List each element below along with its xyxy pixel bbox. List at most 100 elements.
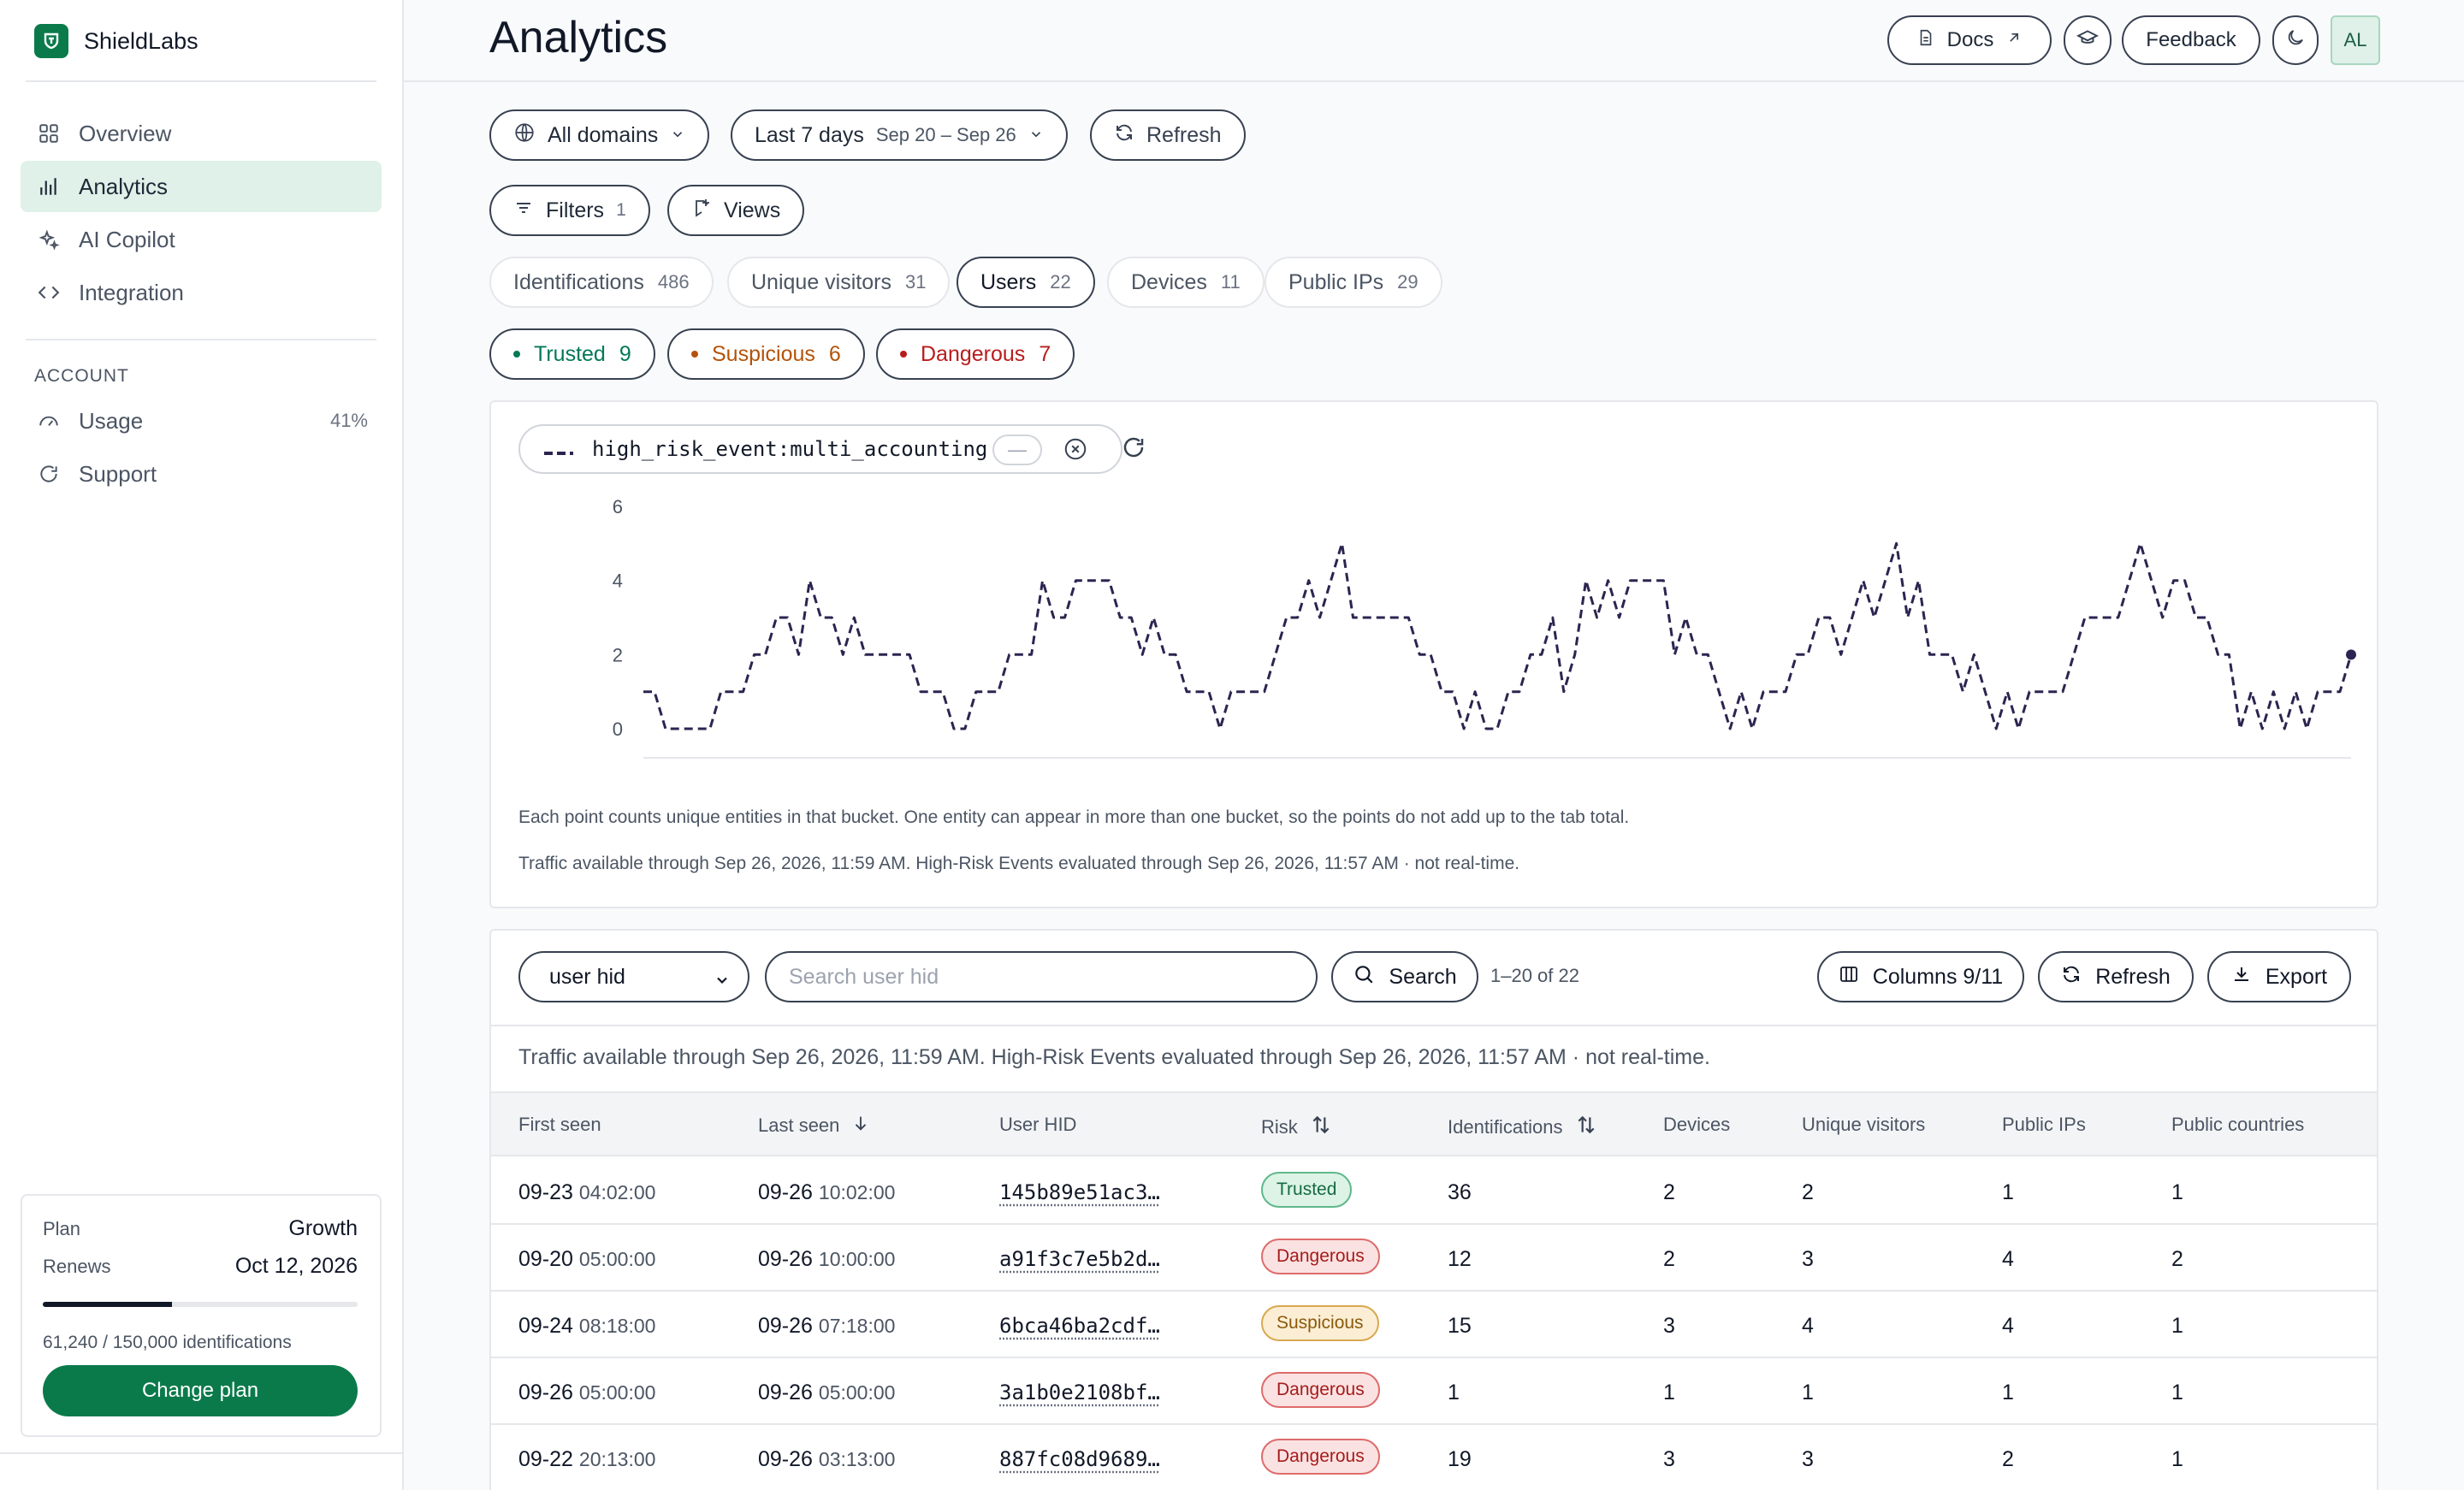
sidebar-item-support[interactable]: Support <box>21 448 382 500</box>
sidebar-item-ai-copilot[interactable]: AI Copilot <box>21 214 382 265</box>
column-unique-visitors[interactable]: Unique visitors <box>1802 1114 1925 1136</box>
table-row[interactable]: 09-24 08:18:00 09-26 07:18:00 6bca46ba2cdf… <box>491 1292 2377 1358</box>
risk-badge: Suspicious <box>1261 1305 1379 1341</box>
user-hid-link[interactable]: 887fc08d9689… <box>999 1447 1160 1471</box>
table-freshness-note: Traffic available through Sep 26, 2026, … <box>518 1045 1710 1069</box>
last-seen-time: 07:18:00 <box>818 1315 896 1337</box>
table-row[interactable]: 09-26 05:00:00 09-26 05:00:00 3a1b0e2108bf… <box>491 1358 2377 1425</box>
sparkle-icon <box>36 227 62 252</box>
y-tick-label: 4 <box>613 571 623 592</box>
field-select-value: user hid <box>549 964 625 989</box>
search-icon <box>1353 963 1375 991</box>
unique-visitors-cell: 1 <box>1802 1381 1814 1404</box>
docs-button[interactable]: Docs <box>1887 15 2052 65</box>
first-seen-date: 09-20 <box>518 1247 573 1271</box>
column-label: Devices <box>1663 1114 1731 1135</box>
risk-filter-trusted[interactable]: Trusted 9 <box>489 328 655 380</box>
tab-unique-visitors[interactable]: Unique visitors 31 <box>727 257 951 308</box>
table-cell: 09-26 05:00:00 <box>758 1381 895 1405</box>
user-hid-link[interactable]: 6bca46ba2cdf… <box>999 1314 1160 1338</box>
column-risk[interactable]: Risk <box>1261 1114 1332 1141</box>
search-button[interactable]: Search <box>1331 951 1478 1002</box>
table-row[interactable]: 09-23 04:02:00 09-26 10:02:00 145b89e51ac3… <box>491 1158 2377 1225</box>
column-label: Public countries <box>2171 1114 2305 1135</box>
devices-cell: 3 <box>1663 1447 1675 1471</box>
avatar[interactable]: AL <box>2331 15 2380 65</box>
risk-filter-suspicious[interactable]: Suspicious 6 <box>667 328 865 380</box>
sidebar-item-usage[interactable]: Usage 41% <box>21 395 382 446</box>
column-public-ips[interactable]: Public IPs <box>2002 1114 2086 1136</box>
column-user-hid[interactable]: User HID <box>999 1114 1076 1136</box>
bookmark-icon <box>691 198 712 224</box>
filters-button[interactable]: Filters 1 <box>489 185 650 236</box>
chevron-down-icon <box>714 970 731 995</box>
tab-count: 11 <box>1220 271 1241 293</box>
change-plan-button[interactable]: Change plan <box>43 1365 358 1416</box>
metric-chip[interactable]: high_risk_event:multi_accounting — <box>518 424 1122 474</box>
sidebar-item-label: Analytics <box>79 173 169 199</box>
column-label: User HID <box>999 1114 1077 1135</box>
views-button[interactable]: Views <box>667 185 805 236</box>
table-cell: 6bca46ba2cdf… <box>999 1314 1160 1339</box>
column-last-seen[interactable]: Last seen <box>758 1114 870 1138</box>
line-chart: 0246Sep 20Sep 22Sep 24Sep 26 <box>613 496 2356 759</box>
sidebar-item-label: AI Copilot <box>79 226 175 252</box>
tab-users[interactable]: Users 22 <box>957 257 1095 308</box>
chat-icon <box>36 461 62 487</box>
domains-select[interactable]: All domains <box>489 109 710 161</box>
refresh-button[interactable]: Refresh <box>1090 109 1246 161</box>
page-header: Analytics Docs Feedback AL <box>404 0 2464 82</box>
user-hid-link[interactable]: a91f3c7e5b2d… <box>999 1247 1160 1271</box>
export-button[interactable]: Export <box>2207 951 2351 1002</box>
graduation-cap-icon <box>2076 27 2100 55</box>
table-row[interactable]: 09-22 20:13:00 09-26 03:13:00 887fc08d9689… <box>491 1425 2377 1490</box>
tab-count: 31 <box>904 271 927 293</box>
search-input[interactable]: Search user hid <box>765 951 1318 1002</box>
last-seen-date: 09-26 <box>758 1314 813 1338</box>
sidebar-item-analytics[interactable]: Analytics <box>21 161 382 212</box>
risk-badge: Dangerous <box>1261 1239 1380 1274</box>
learn-button[interactable] <box>2064 15 2112 65</box>
table-cell: 145b89e51ac3… <box>999 1180 1160 1205</box>
reload-icon[interactable] <box>1121 435 1146 464</box>
tab-label: Users <box>980 269 1037 294</box>
plan-card: Plan Growth Renews Oct 12, 2026 61,240 /… <box>21 1194 382 1437</box>
table-row[interactable]: 09-20 05:00:00 09-26 10:00:00 a91f3c7e5b2d… <box>491 1225 2377 1292</box>
sidebar-item-label: Overview <box>79 120 172 146</box>
unique-visitors-cell: 3 <box>1802 1447 1814 1471</box>
table-cell: 09-26 10:02:00 <box>758 1180 895 1205</box>
columns-button[interactable]: Columns 9/11 <box>1817 951 2024 1002</box>
bar-chart-icon <box>36 174 62 199</box>
unique-visitors-cell: 3 <box>1802 1247 1814 1271</box>
column-first-seen[interactable]: First seen <box>518 1114 601 1136</box>
field-select[interactable]: user hid <box>518 951 749 1002</box>
column-identifications[interactable]: Identifications <box>1448 1114 1597 1141</box>
risk-filter-dangerous[interactable]: Dangerous 7 <box>876 328 1075 380</box>
theme-toggle-button[interactable] <box>2272 15 2319 65</box>
user-hid-link[interactable]: 145b89e51ac3… <box>999 1180 1160 1204</box>
close-circle-icon[interactable] <box>1063 436 1088 468</box>
risk-filter-label: Suspicious <box>712 341 815 366</box>
first-seen-time: 05:00:00 <box>578 1381 656 1404</box>
tab-identifications[interactable]: Identifications 486 <box>489 257 714 308</box>
date-range-select[interactable]: Last 7 days Sep 20 – Sep 26 <box>731 109 1068 161</box>
collapse-toggle[interactable]: — <box>992 435 1042 465</box>
tab-devices[interactable]: Devices 11 <box>1107 257 1265 308</box>
column-public-countries[interactable]: Public countries <box>2171 1114 2304 1136</box>
table-refresh-button[interactable]: Refresh <box>2038 951 2194 1002</box>
brand[interactable]: ShieldLabs <box>34 24 198 58</box>
table-header: First seen Last seen User HID Risk Ident… <box>491 1091 2377 1156</box>
download-icon <box>2231 964 2252 990</box>
feedback-button[interactable]: Feedback <box>2122 15 2260 65</box>
public-ips-cell: 1 <box>2002 1381 2014 1404</box>
sidebar-item-overview[interactable]: Overview <box>21 108 382 159</box>
column-label: Last seen <box>758 1115 840 1136</box>
first-seen-time: 20:13:00 <box>578 1448 656 1470</box>
chart-note: Each point counts unique entities in tha… <box>518 807 1630 827</box>
sidebar-item-integration[interactable]: Integration <box>21 267 382 318</box>
chart-card: high_risk_event:multi_accounting — 0246S… <box>489 400 2378 908</box>
sort-desc-icon <box>851 1114 870 1138</box>
tab-public-ips[interactable]: Public IPs 29 <box>1265 257 1442 308</box>
user-hid-link[interactable]: 3a1b0e2108bf… <box>999 1381 1160 1404</box>
column-devices[interactable]: Devices <box>1663 1114 1730 1136</box>
